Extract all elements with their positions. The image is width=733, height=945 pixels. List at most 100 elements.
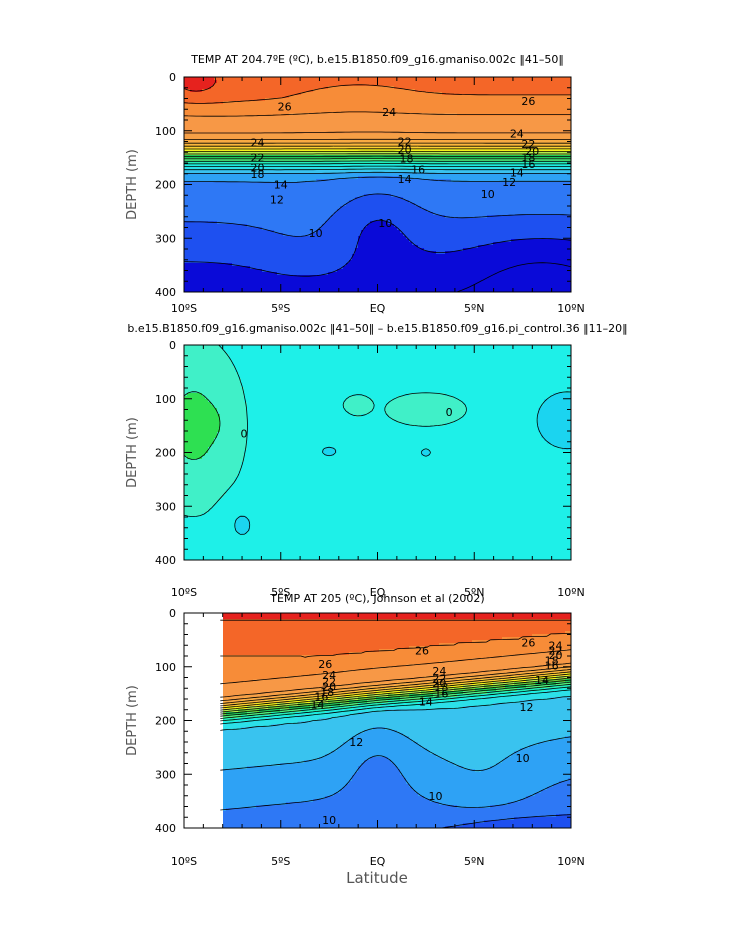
contour-label: 24 [549, 639, 563, 652]
contour-line-21 [220, 673, 571, 709]
x-tick-label: 10ºN [557, 855, 584, 868]
contour-label: 20 [398, 144, 412, 157]
contour-label: 20 [525, 145, 539, 158]
contour-line-15 [220, 686, 571, 722]
x-tick-label: 10ºS [171, 302, 197, 315]
contour-label: 10 [309, 227, 323, 240]
contour-label: 20 [322, 681, 336, 694]
contour-line-19 [220, 677, 571, 713]
contour-line-13 [184, 168, 571, 171]
contour-label: 24 [382, 106, 396, 119]
contour-label: 26 [521, 95, 535, 108]
contour-label: 22 [521, 138, 535, 151]
y-tick-label: 0 [169, 607, 176, 620]
y-tick-label: 0 [169, 339, 176, 352]
contour-label: 22 [322, 675, 336, 688]
axis-ticks [183, 76, 572, 293]
x-tick-label: EQ [370, 855, 386, 868]
contour-line-15 [184, 163, 571, 165]
contour-line-10 [184, 193, 571, 237]
contour-label: 16 [314, 690, 328, 703]
y-tick-label: 300 [155, 500, 176, 513]
contour-lines [220, 619, 571, 828]
contour-label: 14 [274, 179, 288, 192]
contour-label: 10 [322, 814, 336, 827]
contour-line--1 [234, 391, 571, 535]
contour-label: 14 [510, 167, 524, 180]
contour-label: 26 [415, 645, 429, 658]
y-tick-label: 400 [155, 554, 176, 567]
y-tick-label: 0 [169, 71, 176, 84]
contour-line-11 [220, 755, 571, 811]
contour-label: 16 [434, 688, 448, 701]
contour-line-20 [220, 675, 571, 711]
contour-label: 22 [549, 645, 563, 658]
contour-label: 26 [278, 101, 292, 114]
y-tick-label: 300 [155, 768, 176, 781]
contour-label: 18 [545, 654, 559, 667]
contour-line-18 [220, 679, 571, 715]
panel-title: b.e15.B1850.f09_g16.gmaniso.002c ‖41–50‖… [127, 322, 627, 335]
contour-line-26 [220, 649, 571, 685]
contour-line-26 [184, 111, 571, 117]
contour-label: 18 [521, 152, 535, 165]
contour-label: 18 [434, 681, 448, 694]
contour-label: 12 [502, 176, 516, 189]
contour-line-25 [220, 662, 571, 698]
x-tick-label: 5ºS [271, 586, 290, 599]
contour-label: 18 [251, 168, 265, 181]
contour-line-16 [220, 683, 571, 719]
x-tick-label: 5ºN [464, 586, 484, 599]
contour-line-14 [184, 165, 571, 167]
contour-line-17 [220, 681, 571, 717]
y-tick-label: 100 [155, 661, 176, 674]
x-tick-label: EQ [370, 586, 386, 599]
x-tick-label: 10ºS [171, 586, 197, 599]
panel-title: TEMP AT 204.7ºE (ºC), b.e15.B1850.f09_g1… [190, 53, 564, 66]
contour-label: 12 [270, 194, 284, 207]
contour-label: 26 [318, 658, 332, 671]
contour-label: 12 [519, 701, 533, 714]
y-tick-label: 400 [155, 822, 176, 835]
contour-label: 26 [521, 637, 535, 650]
contour-label: 10 [378, 217, 392, 230]
x-tick-label: 10ºN [557, 302, 584, 315]
contour-label: 20 [549, 649, 563, 662]
contour-label: 16 [545, 660, 559, 673]
x-axis-label: Latitude [346, 869, 408, 887]
contour-label: 0 [240, 428, 247, 441]
x-tick-label: 10ºS [171, 855, 197, 868]
contour-label: 14 [419, 696, 433, 709]
x-tick-label: 5ºN [464, 302, 484, 315]
axis-ticks [183, 612, 572, 829]
contour-line-11 [184, 176, 571, 183]
contour-line-27 [184, 84, 571, 104]
contour-line-13 [220, 696, 571, 731]
contour-label: 10 [481, 188, 495, 201]
x-tick-label: EQ [370, 302, 386, 315]
contour-line-23 [220, 669, 571, 704]
contour-label: 22 [251, 152, 265, 165]
contour-lines [184, 345, 571, 535]
y-tick-label: 400 [155, 286, 176, 299]
y-tick-label: 200 [155, 179, 176, 192]
contour-label: 16 [411, 163, 425, 176]
contour-line-8 [456, 262, 571, 292]
contour-line-28 [184, 77, 217, 92]
contour-line-27 [220, 633, 571, 658]
y-axis-label: DEPTH (m) [125, 149, 140, 220]
contour-label: 22 [432, 673, 446, 686]
contour-label: 20 [432, 677, 446, 690]
axis-ticks [183, 344, 572, 561]
contour-label: 24 [251, 137, 265, 150]
y-tick-label: 100 [155, 393, 176, 406]
contour-label: 10 [429, 790, 443, 803]
contour-line-14 [220, 689, 571, 725]
contour-line-0 [184, 345, 467, 517]
contour-label: 24 [322, 669, 336, 682]
